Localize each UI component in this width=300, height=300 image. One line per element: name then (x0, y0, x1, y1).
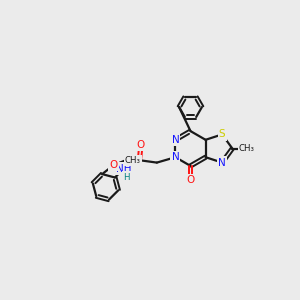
Text: O: O (137, 140, 145, 150)
Text: S: S (219, 129, 225, 140)
Text: N: N (172, 135, 179, 145)
Text: CH₃: CH₃ (125, 156, 141, 165)
Text: O: O (110, 160, 118, 170)
Text: H: H (123, 172, 130, 182)
Text: N: N (218, 158, 226, 168)
Text: CH₃: CH₃ (239, 144, 255, 153)
Text: O: O (186, 175, 195, 185)
Text: N: N (172, 152, 179, 162)
Text: NH: NH (116, 164, 132, 174)
